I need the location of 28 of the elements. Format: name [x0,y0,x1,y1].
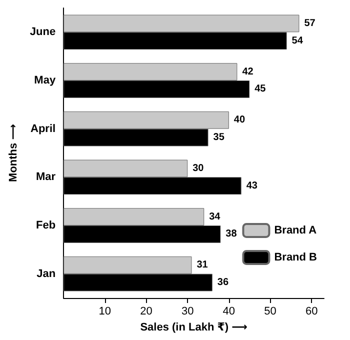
y-tick-label: Feb [36,220,56,232]
data-label: 57 [304,18,316,29]
data-label: 40 [234,114,246,126]
y-tick-label: Jan [36,268,56,280]
data-label: 38 [226,228,238,240]
x-tick-label: 30 [181,306,194,318]
data-label: 45 [254,84,266,95]
data-label: 31 [196,260,208,271]
x-tick-label: 20 [140,306,152,318]
legend-label: Brand A [274,224,317,236]
data-label: 54 [292,35,304,46]
y-axis-title: Months ⟶ [8,124,20,182]
data-label: 43 [246,180,258,192]
legend-label: Brand B [274,252,318,264]
data-label: 35 [213,132,225,144]
data-label: 34 [209,211,221,222]
x-tick-label: 50 [264,306,276,318]
x-tick-label: 10 [98,306,112,318]
data-label: 36 [217,277,229,288]
x-tick-label: 60 [305,306,318,318]
y-tick-label: May [34,74,56,86]
x-tick-label: 40 [222,306,236,318]
data-label: 30 [192,162,204,174]
x-axis-title: Sales (in Lakh ₹) ⟶ [140,322,248,334]
data-label: 42 [242,66,254,78]
y-tick-label: April [30,122,56,135]
y-tick-label: June [30,26,56,38]
y-tick-label: Mar [36,171,56,184]
